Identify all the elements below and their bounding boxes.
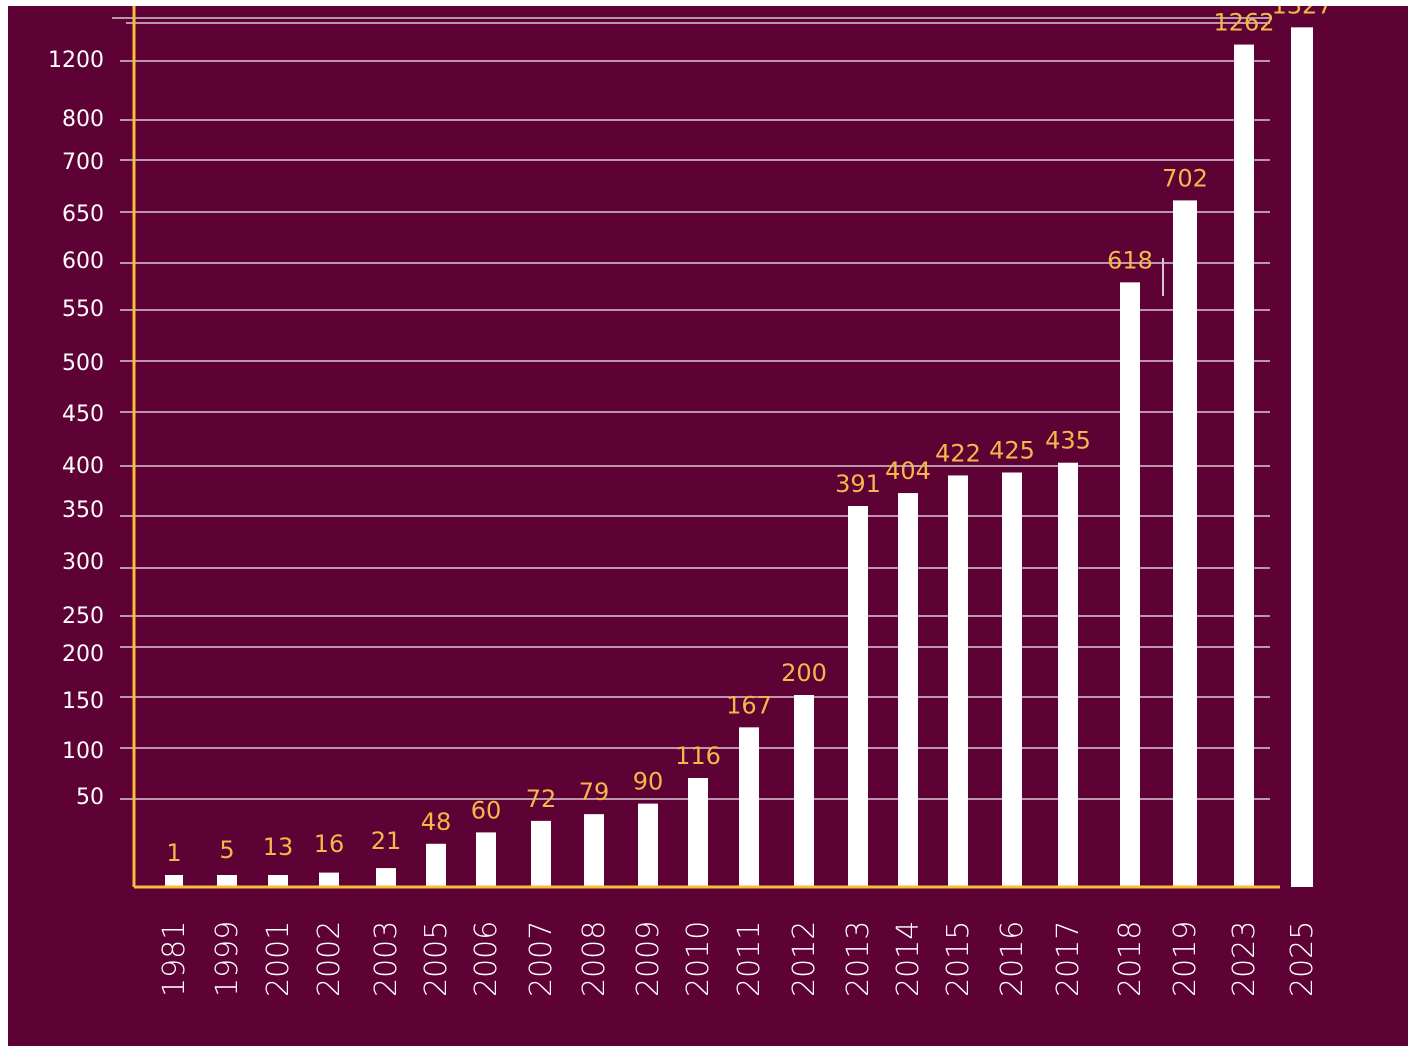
bars bbox=[165, 27, 1313, 888]
x-tick-label: 2005 bbox=[419, 921, 454, 997]
y-tick-label: 300 bbox=[62, 550, 104, 575]
data-label-2006: 60 bbox=[471, 796, 502, 824]
x-tick-label: 2002 bbox=[312, 921, 347, 997]
data-label-2014: 404 bbox=[885, 457, 931, 485]
x-tick-label: 2009 bbox=[631, 921, 666, 997]
x-tick-label: 2006 bbox=[469, 921, 504, 997]
x-tick-label: 2001 bbox=[261, 921, 296, 997]
bar-2006 bbox=[476, 832, 496, 887]
data-label-2019: 702 bbox=[1162, 164, 1208, 192]
y-tick-label: 1200 bbox=[48, 48, 104, 73]
bar-2009 bbox=[638, 803, 658, 887]
x-tick-label: 2013 bbox=[841, 921, 876, 997]
bar-2003 bbox=[376, 868, 396, 887]
x-tick-label: 2016 bbox=[995, 921, 1030, 997]
bar-2008 bbox=[584, 814, 604, 887]
y-tick-label: 450 bbox=[62, 402, 104, 427]
y-tick-label: 250 bbox=[62, 604, 104, 629]
bar-2012 bbox=[794, 695, 814, 887]
bar-chart: 50 100 150 200 250 300 350 400 450 500 550 600 650 70… bbox=[48, 6, 1333, 997]
data-label-2002: 16 bbox=[314, 830, 345, 858]
bar-1981 bbox=[165, 875, 183, 887]
bar-2011 bbox=[739, 727, 759, 887]
x-tick-label: 2015 bbox=[941, 921, 976, 997]
data-label-1981: 1 bbox=[166, 839, 181, 867]
data-label-2003: 21 bbox=[371, 827, 402, 855]
x-axis-tick-labels: 1981 1999 2001 2002 2003 2005 2006 2007 2008 2009… bbox=[157, 921, 1320, 997]
data-label-2010: 116 bbox=[675, 742, 721, 770]
bar-2002 bbox=[319, 872, 339, 887]
bar-2017 bbox=[1058, 462, 1078, 887]
x-tick-label: 1999 bbox=[210, 921, 245, 997]
data-label-2025: 1327 bbox=[1271, 6, 1332, 19]
axes bbox=[132, 6, 1280, 889]
data-label-2009: 90 bbox=[633, 768, 664, 796]
x-tick-label: 2008 bbox=[577, 921, 612, 997]
data-label-2008: 79 bbox=[579, 778, 610, 806]
data-label-2011: 167 bbox=[726, 691, 772, 719]
data-label-2005: 48 bbox=[421, 808, 452, 836]
data-label-1999: 5 bbox=[219, 836, 234, 864]
bar-2025 bbox=[1291, 27, 1313, 888]
bar-2010 bbox=[688, 778, 708, 887]
data-label-2013: 391 bbox=[835, 470, 881, 498]
data-label-2012: 200 bbox=[781, 659, 827, 687]
y-tick-label: 200 bbox=[62, 642, 104, 667]
bar-2005 bbox=[426, 843, 446, 887]
data-label-2016: 425 bbox=[989, 437, 1035, 465]
data-label-2017: 435 bbox=[1045, 427, 1091, 455]
data-label-2015: 422 bbox=[935, 439, 981, 467]
y-tick-label: 600 bbox=[62, 249, 104, 274]
bar-2018 bbox=[1120, 282, 1140, 887]
bar-1999 bbox=[217, 875, 237, 887]
y-tick-label: 150 bbox=[62, 689, 104, 714]
data-label-2001: 13 bbox=[263, 833, 294, 861]
x-tick-label: 2023 bbox=[1227, 921, 1262, 997]
bar-2013 bbox=[848, 506, 868, 887]
bar-2016 bbox=[1002, 472, 1022, 887]
y-tick-label: 650 bbox=[62, 202, 104, 227]
data-label-2018: 618 bbox=[1107, 246, 1153, 274]
y-tick-label: 550 bbox=[62, 297, 104, 322]
bar-2007 bbox=[531, 820, 551, 887]
x-tick-label: 2018 bbox=[1113, 921, 1148, 997]
x-tick-label: 2010 bbox=[681, 921, 716, 997]
x-tick-label: 2025 bbox=[1285, 921, 1320, 997]
chart-panel: 50 100 150 200 250 300 350 400 450 500 550 600 650 70… bbox=[8, 6, 1408, 1046]
y-tick-label: 500 bbox=[62, 351, 104, 376]
gridlines bbox=[112, 17, 1270, 800]
x-tick-label: 2003 bbox=[369, 921, 404, 997]
y-tick-label: 700 bbox=[62, 150, 104, 175]
x-tick-label: 2019 bbox=[1168, 921, 1203, 997]
y-tick-label: 400 bbox=[62, 454, 104, 479]
x-tick-label: 2017 bbox=[1051, 921, 1086, 997]
x-tick-label: 2007 bbox=[524, 921, 559, 997]
x-tick-label: 2012 bbox=[787, 921, 822, 997]
x-tick-label: 1981 bbox=[157, 921, 192, 997]
bar-2019 bbox=[1173, 200, 1197, 887]
x-tick-label: 2011 bbox=[732, 921, 767, 997]
data-label-2007: 72 bbox=[526, 785, 557, 813]
y-axis-tick-labels: 50 100 150 200 250 300 350 400 450 500 550 600 650 70… bbox=[48, 48, 104, 810]
y-tick-label: 100 bbox=[62, 739, 104, 764]
bar-2001 bbox=[268, 875, 288, 887]
bar-2023 bbox=[1234, 44, 1254, 887]
bar-2015 bbox=[948, 475, 968, 887]
y-tick-label: 350 bbox=[62, 498, 104, 523]
data-label-2023: 1262 bbox=[1213, 9, 1274, 37]
y-tick-label: 800 bbox=[62, 107, 104, 132]
y-tick-label: 50 bbox=[76, 785, 104, 810]
bar-2014 bbox=[898, 493, 918, 887]
x-tick-label: 2014 bbox=[891, 921, 926, 997]
